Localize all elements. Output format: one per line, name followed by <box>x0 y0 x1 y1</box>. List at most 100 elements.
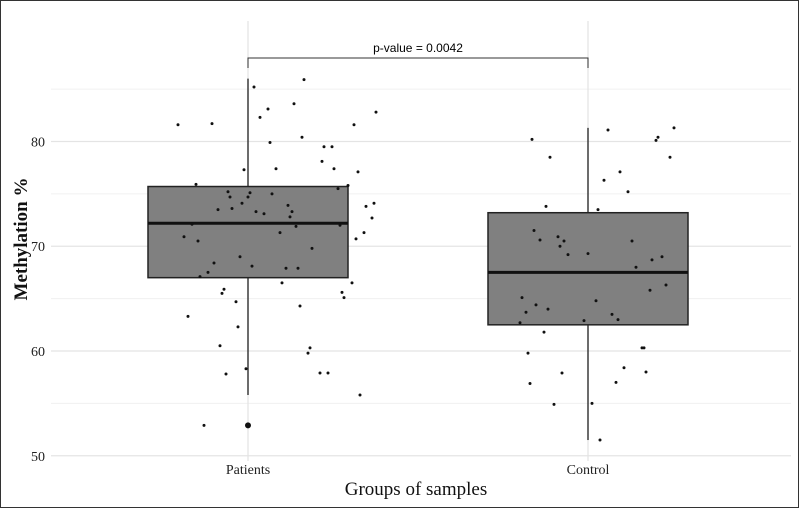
box-rect <box>147 185 349 279</box>
jitter-point <box>338 223 342 227</box>
box-rect <box>487 211 689 326</box>
jitter-point <box>298 304 302 308</box>
jitter-point <box>660 255 664 259</box>
jitter-point <box>220 291 224 295</box>
x-tick-label: Control <box>567 463 610 478</box>
jitter-point <box>296 266 300 270</box>
jitter-point <box>268 141 272 145</box>
jitter-point <box>212 261 216 265</box>
jitter-point <box>266 107 270 111</box>
jitter-point <box>524 310 528 314</box>
jitter-point <box>354 237 358 241</box>
jitter-point <box>278 231 282 235</box>
jitter-point <box>336 187 340 191</box>
jitter-point <box>566 253 570 257</box>
jitter-point <box>244 367 248 371</box>
jitter-point <box>644 370 648 374</box>
jitter-point <box>518 321 522 325</box>
jitter-point <box>238 255 242 259</box>
jitter-point <box>222 287 226 291</box>
jitter-point <box>642 346 646 350</box>
jitter-point <box>330 145 334 149</box>
jitter-point <box>552 402 556 406</box>
jitter-point <box>668 155 672 159</box>
jitter-point <box>520 296 524 300</box>
jitter-point <box>240 201 244 205</box>
jitter-point <box>236 325 240 329</box>
jitter-point <box>286 203 290 207</box>
point-layer <box>176 78 676 442</box>
jitter-point <box>292 102 296 106</box>
jitter-point <box>630 239 634 243</box>
jitter-point <box>198 275 202 279</box>
jitter-point <box>648 288 652 292</box>
jitter-point <box>634 265 638 269</box>
axis-layer: 50 60 70 80 Patients Control <box>31 135 609 478</box>
jitter-point <box>218 344 222 348</box>
jitter-point <box>594 299 598 303</box>
jitter-point <box>362 231 366 235</box>
jitter-point <box>534 303 538 307</box>
significance-bracket <box>247 57 589 68</box>
jitter-point <box>346 183 350 187</box>
jitter-point <box>248 191 252 195</box>
x-axis-title: Groups of samples <box>345 479 487 500</box>
jitter-point <box>370 216 374 220</box>
jitter-point <box>530 137 534 141</box>
jitter-point <box>656 135 660 139</box>
jitter-point <box>258 115 262 119</box>
p-value-label: p-value = 0.0042 <box>373 41 463 55</box>
jitter-point <box>254 210 258 214</box>
jitter-point <box>202 423 206 427</box>
jitter-point <box>182 235 186 239</box>
jitter-point <box>650 258 654 262</box>
jitter-point <box>616 318 620 322</box>
y-tick-label: 60 <box>31 345 45 360</box>
jitter-point <box>602 178 606 182</box>
jitter-point <box>186 314 190 318</box>
jitter-point <box>332 167 336 171</box>
jitter-point <box>654 138 658 142</box>
jitter-point <box>288 215 292 219</box>
jitter-point <box>560 371 564 375</box>
y-tick-label: 70 <box>31 240 45 255</box>
jitter-point <box>206 270 210 274</box>
jitter-point <box>224 372 228 376</box>
jitter-point <box>532 229 536 233</box>
jitter-point <box>216 208 220 212</box>
y-tick-label: 50 <box>31 450 45 465</box>
jitter-point <box>226 190 230 194</box>
jitter-point <box>538 238 542 242</box>
jitter-point <box>246 195 250 199</box>
jitter-point <box>622 366 626 370</box>
jitter-point <box>596 208 600 212</box>
jitter-point <box>528 381 532 385</box>
jitter-point <box>230 207 234 211</box>
jitter-point <box>262 212 266 216</box>
jitter-point <box>364 204 368 208</box>
jitter-point <box>318 371 322 375</box>
jitter-point <box>556 235 560 239</box>
jitter-point <box>342 296 346 300</box>
jitter-point <box>242 168 246 172</box>
jitter-point <box>190 222 194 226</box>
jitter-point <box>274 167 278 171</box>
jitter-point <box>374 110 378 114</box>
jitter-point <box>306 351 310 355</box>
jitter-point <box>302 78 306 82</box>
jitter-point <box>228 195 232 199</box>
jitter-point <box>326 371 330 375</box>
jitter-point <box>350 281 354 285</box>
y-tick-label: 80 <box>31 135 45 150</box>
jitter-point <box>614 380 618 384</box>
jitter-point <box>626 190 630 194</box>
jitter-point <box>310 246 314 250</box>
jitter-point <box>598 438 602 442</box>
annotation-layer: p-value = 0.0042 <box>247 41 589 68</box>
jitter-point <box>308 346 312 350</box>
jitter-point <box>548 155 552 159</box>
jitter-point <box>610 312 614 316</box>
jitter-point <box>586 252 590 256</box>
y-axis-title: Methylation % <box>11 178 32 301</box>
